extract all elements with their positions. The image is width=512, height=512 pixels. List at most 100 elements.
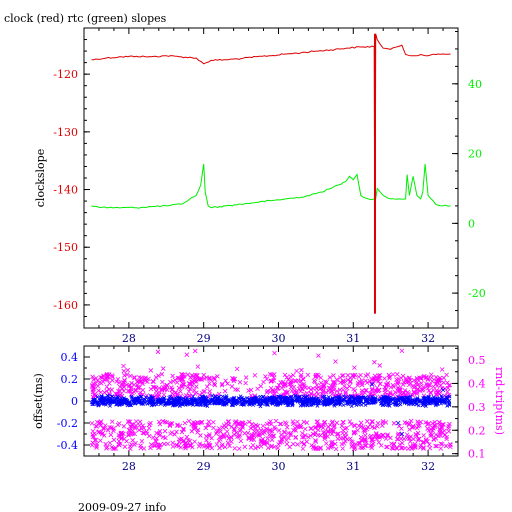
- offset-point: [95, 400, 100, 405]
- rndtrip-point: [172, 377, 178, 383]
- rndtrip-point: [318, 446, 323, 451]
- rndtrip-point: [434, 379, 439, 385]
- rndtrip-point: [189, 421, 194, 427]
- offset-point: [185, 402, 190, 407]
- rndtrip-point: [386, 372, 392, 378]
- rndtrip-point: [408, 418, 414, 424]
- offset-point: [363, 395, 368, 400]
- rndtrip-point: [227, 443, 232, 449]
- rndtrip-point: [372, 359, 377, 365]
- rndtrip-point: [94, 441, 99, 447]
- rndtrip-point: [359, 382, 365, 388]
- rndtrip-point: [357, 440, 363, 446]
- rndtrip-point: [204, 434, 209, 439]
- offset-point: [299, 397, 303, 402]
- y2-tick-label: 0.2: [468, 424, 486, 437]
- rndtrip-point: [126, 419, 131, 425]
- rndtrip-point: [232, 428, 237, 433]
- rndtrip-point: [405, 435, 410, 440]
- rndtrip-point: [267, 389, 273, 395]
- rndtrip-point: [126, 432, 131, 438]
- rndtrip-point: [125, 367, 131, 373]
- offset-point: [158, 398, 163, 402]
- rndtrip-point: [390, 372, 396, 377]
- rndtrip-point: [276, 428, 282, 433]
- rndtrip-point: [209, 435, 214, 441]
- rndtrip-point: [143, 375, 148, 380]
- offset-point: [422, 396, 427, 400]
- rndtrip-point: [199, 419, 205, 425]
- rndtrip-point: [182, 440, 188, 446]
- rndtrip-point: [211, 419, 216, 425]
- rndtrip-point: [266, 420, 272, 426]
- rndtrip-point: [148, 386, 154, 392]
- rndtrip-point: [186, 389, 192, 394]
- offset-point: [431, 395, 436, 400]
- rndtrip-point: [187, 443, 193, 449]
- rndtrip-point: [331, 424, 337, 430]
- rndtrip-point: [310, 386, 316, 391]
- rndtrip-point: [128, 373, 133, 379]
- rndtrip-point: [323, 441, 329, 446]
- offset-point: [323, 401, 328, 406]
- offset-point: [89, 400, 94, 405]
- offset-rndtrip-plot: 28 29 30 31 32 0.4 0.2 0 -0.2 -0.4 0.5 0.4 0.3 0.2 0.1…: [32, 345, 506, 473]
- offset-point: [393, 397, 398, 402]
- offset-point: [190, 401, 195, 406]
- x-tick-label: 30: [271, 460, 285, 473]
- rndtrip-point: [201, 372, 206, 378]
- rndtrip-point: [327, 375, 333, 380]
- rndtrip-point: [298, 378, 304, 384]
- rndtrip-point: [247, 419, 252, 425]
- rndtrip-point: [306, 385, 311, 391]
- offset-point: [254, 398, 258, 402]
- offset-point: [373, 396, 378, 400]
- rndtrip-point: [268, 444, 274, 449]
- rndtrip-point: [94, 445, 99, 450]
- rndtrip-point: [364, 380, 370, 386]
- offset-point: [104, 402, 108, 407]
- rndtrip-point: [148, 420, 153, 426]
- offset-point: [408, 394, 413, 399]
- rndtrip-point: [128, 446, 133, 452]
- rndtrip-point: [325, 424, 331, 430]
- rndtrip-point: [312, 379, 318, 385]
- rndtrip-point: [129, 385, 134, 390]
- rndtrip-point: [398, 387, 403, 393]
- offset-point: [379, 397, 383, 402]
- rndtrip-point: [415, 419, 420, 424]
- rndtrip-point: [225, 419, 231, 425]
- offset-point: [444, 398, 449, 403]
- offset-point: [123, 400, 127, 405]
- offset-point: [314, 400, 319, 405]
- rndtrip-point: [380, 423, 385, 428]
- offset-point: [96, 403, 101, 408]
- rndtrip-point: [329, 431, 335, 437]
- rndtrip-point: [300, 446, 306, 451]
- rndtrip-point: [351, 374, 356, 380]
- rndtrip-point: [414, 391, 420, 397]
- offset-point: [247, 396, 252, 401]
- rndtrip-point: [295, 423, 300, 429]
- rndtrip-point: [133, 387, 139, 393]
- rndtrip-point: [207, 381, 212, 386]
- rndtrip-point: [270, 387, 276, 393]
- rndtrip-point: [175, 423, 180, 429]
- offset-point: [303, 395, 308, 400]
- rndtrip-point: [352, 372, 358, 378]
- rndtrip-point: [260, 423, 266, 429]
- rndtrip-point: [116, 435, 122, 440]
- rndtrip-point: [423, 438, 429, 443]
- rndtrip-point: [200, 442, 205, 448]
- rndtrip-point: [159, 388, 165, 393]
- rndtrip-point: [197, 441, 203, 447]
- offset-point: [110, 394, 115, 399]
- rndtrip-point: [104, 446, 109, 451]
- offset-point: [293, 394, 297, 398]
- rndtrip-point: [376, 440, 382, 445]
- rndtrip-point: [265, 445, 271, 451]
- rndtrip-point: [345, 377, 351, 383]
- rndtrip-point: [207, 375, 212, 381]
- rndtrip-point: [193, 425, 198, 431]
- rndtrip-point: [128, 424, 133, 429]
